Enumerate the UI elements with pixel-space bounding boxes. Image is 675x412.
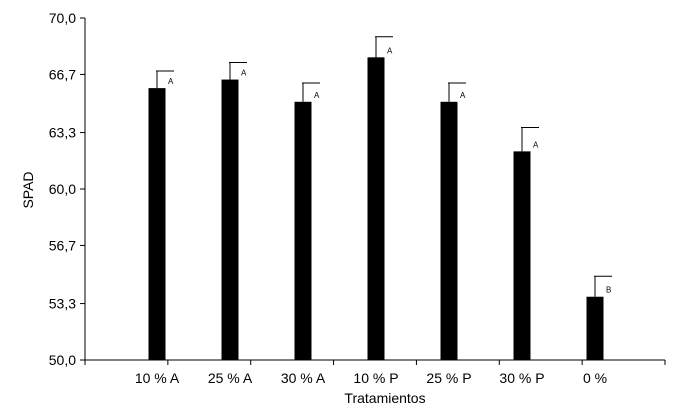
bar — [513, 151, 531, 360]
y-axis-title: SPAD — [20, 171, 36, 208]
x-tick-label: 25 % P — [426, 370, 471, 386]
bar — [294, 101, 312, 360]
y-tick-label: 70,0 — [49, 10, 76, 26]
significance-label: B — [606, 286, 611, 295]
y-tick-label: 66,7 — [49, 66, 76, 82]
bars — [148, 57, 604, 361]
y-tick-label: 56,7 — [49, 237, 76, 253]
bar — [148, 88, 166, 361]
y-tick-label: 63,3 — [49, 125, 76, 141]
significance-label: A — [387, 46, 393, 55]
bar — [586, 296, 604, 360]
y-tick-label: 50,0 — [49, 352, 76, 368]
bar — [221, 79, 239, 360]
error-bars — [156, 36, 612, 297]
x-tick-label: 10 % A — [135, 370, 180, 386]
x-tick-label: 25 % A — [208, 370, 253, 386]
y-tick-label: 60,0 — [49, 181, 76, 197]
bar — [440, 101, 458, 360]
x-tick-label: 10 % P — [353, 370, 398, 386]
x-tick-label: 30 % A — [281, 370, 326, 386]
x-tick-label: 30 % P — [499, 370, 544, 386]
y-tick-label: 53,3 — [49, 296, 76, 312]
ticks: 50,0 53,3 56,7 60,0 63,3 66,7 70,0 10 % A 25 % A… — [49, 10, 666, 386]
significance-label: A — [314, 91, 320, 100]
bar — [367, 57, 385, 361]
significance-label: A — [168, 77, 174, 86]
significance-label: A — [533, 140, 539, 149]
x-tick-label: 0 % — [583, 370, 607, 386]
significance-label: A — [241, 69, 247, 78]
significance-labels: A A A A A A B — [168, 46, 611, 294]
significance-label: A — [460, 91, 466, 100]
x-axis-title: Tratamientos — [344, 390, 425, 406]
